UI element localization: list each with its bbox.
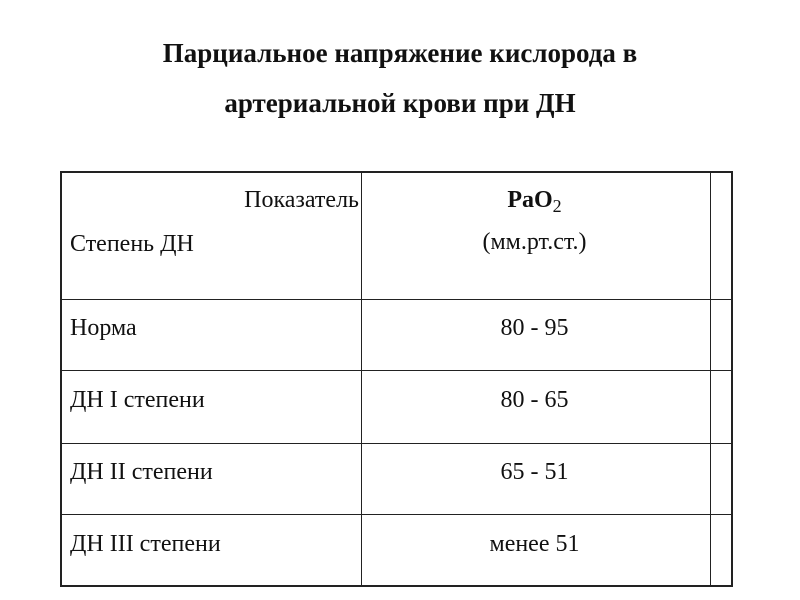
row-divider	[62, 514, 731, 515]
row-label-dn3: ДН III степени	[70, 531, 221, 557]
header-indicator: Показатель	[244, 187, 359, 213]
header-degree: Степень ДН	[70, 231, 194, 257]
row-value-dn2: 65 - 51	[500, 459, 569, 485]
row-value-dn3: менее 51	[489, 531, 580, 557]
column-divider-narrow	[710, 173, 711, 585]
title-line-2: артериальной крови при ДН	[224, 88, 576, 118]
header-pao2-sub: 2	[552, 196, 562, 216]
oxygen-table: Показатель Степень ДН PaO2 (мм.рт.ст.) Н…	[60, 171, 733, 587]
row-value-norm: 80 - 95	[500, 315, 569, 341]
row-label-dn2: ДН II степени	[70, 459, 213, 485]
row-label-norm: Норма	[70, 315, 137, 341]
row-value-dn1: 80 - 65	[500, 387, 569, 413]
column-divider	[361, 173, 362, 585]
row-label-dn1: ДН I степени	[70, 387, 205, 413]
row-divider	[62, 299, 731, 300]
header-pao2: PaO2	[363, 187, 706, 217]
header-unit: (мм.рт.ст.)	[482, 229, 587, 255]
row-divider	[62, 370, 731, 371]
title-line-1: Парциальное напряжение кислорода в	[162, 38, 638, 68]
header-pao2-main: PaO	[507, 187, 553, 213]
row-divider	[62, 443, 731, 444]
page-title: Парциальное напряжение кислорода в артер…	[0, 28, 800, 128]
